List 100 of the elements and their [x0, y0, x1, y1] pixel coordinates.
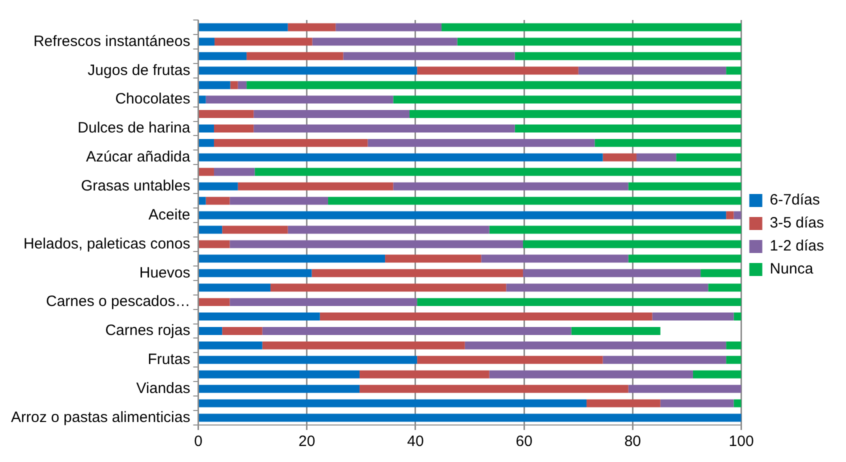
bar: [198, 66, 418, 75]
bar: [198, 240, 230, 248]
bar: [489, 226, 742, 234]
bar: [288, 226, 490, 234]
y-tick-label: Carnes rojas: [105, 322, 190, 340]
bar: [336, 23, 442, 32]
bar: [343, 52, 515, 60]
bar: [230, 81, 238, 90]
bar: [198, 124, 214, 132]
bar: [726, 341, 742, 350]
legend-label: 1-2 días: [770, 238, 824, 255]
bar: [238, 182, 394, 190]
legend-label: 6-7días: [770, 192, 820, 209]
bar: [464, 341, 726, 350]
bar: [368, 138, 595, 147]
bar: [385, 254, 482, 263]
bar: [288, 23, 336, 32]
bar: [214, 124, 254, 132]
bar: [198, 327, 222, 335]
bar: [254, 168, 742, 176]
bar: [270, 284, 506, 292]
bar: [198, 284, 270, 292]
y-tick-label: Frutas: [148, 351, 190, 368]
bar: [676, 153, 742, 162]
bar: [198, 414, 742, 422]
bar: [198, 298, 230, 306]
bar: [198, 23, 288, 32]
x-tick-label: 100: [728, 433, 754, 450]
bar: [360, 384, 628, 393]
bar: [652, 312, 734, 320]
bar: [457, 38, 742, 46]
x-tick-label: 80: [624, 433, 642, 450]
bar: [262, 327, 572, 335]
bar: [393, 182, 628, 190]
bar: [514, 52, 742, 60]
bar: [522, 269, 701, 278]
bar: [198, 384, 360, 393]
legend-label: 3-5 días: [770, 214, 824, 232]
x-tick-label: 0: [194, 433, 202, 450]
bar: [198, 38, 215, 46]
x-tick-label: 20: [298, 433, 316, 450]
bar: [198, 341, 262, 350]
bar: [254, 124, 515, 132]
y-tick-label: Azúcar añadida: [86, 148, 191, 166]
bar: [636, 153, 676, 162]
y-tick-label: Huevos: [139, 264, 190, 282]
bar: [594, 138, 742, 147]
bar: [198, 138, 214, 147]
x-tick-label: 60: [516, 433, 532, 450]
bar: [206, 96, 394, 104]
bar: [222, 327, 262, 335]
bar: [198, 211, 726, 220]
bar: [602, 153, 636, 162]
bar: [214, 38, 312, 46]
bar: [198, 254, 386, 263]
y-tick-label: Jugos de frutas: [88, 62, 190, 79]
y-tick-label: Aceite: [148, 206, 190, 224]
bar: [726, 211, 734, 220]
bar: [578, 66, 726, 75]
bar: [571, 327, 660, 335]
x-tick-label: 40: [407, 433, 424, 450]
bar: [238, 81, 247, 90]
bar: [222, 226, 288, 234]
bar: [514, 124, 742, 132]
bar: [700, 269, 742, 278]
bar: [198, 168, 214, 176]
bar: [230, 196, 328, 205]
bar: [206, 196, 230, 205]
bar: [214, 138, 368, 147]
bar: [312, 38, 458, 46]
bar: [198, 81, 230, 90]
bar: [198, 226, 222, 234]
bar: [417, 356, 603, 364]
bar: [360, 370, 490, 378]
bar: [246, 52, 344, 60]
bar: [198, 196, 206, 205]
bar: [734, 211, 742, 220]
bar: [328, 196, 742, 205]
bar: [214, 168, 255, 176]
bar: [262, 341, 465, 350]
bar: [506, 284, 708, 292]
bar: [734, 399, 742, 408]
bar: [198, 269, 312, 278]
bar: [726, 66, 742, 75]
bar: [246, 81, 742, 90]
bar: [254, 110, 410, 118]
bar: [393, 96, 742, 104]
bar: [628, 254, 742, 263]
y-tick-label: Chocolates: [115, 90, 190, 108]
y-tick-label: Viandas: [136, 380, 190, 397]
bar: [442, 23, 742, 32]
bar: [198, 110, 254, 118]
bar: [198, 96, 206, 104]
bar: [417, 66, 578, 75]
bar: [708, 284, 742, 292]
y-tick-label: Arroz o pastas alimenticias: [10, 408, 190, 426]
bar: [602, 356, 726, 364]
bar: [320, 312, 652, 320]
bar: [198, 370, 360, 378]
bar: [198, 312, 320, 320]
